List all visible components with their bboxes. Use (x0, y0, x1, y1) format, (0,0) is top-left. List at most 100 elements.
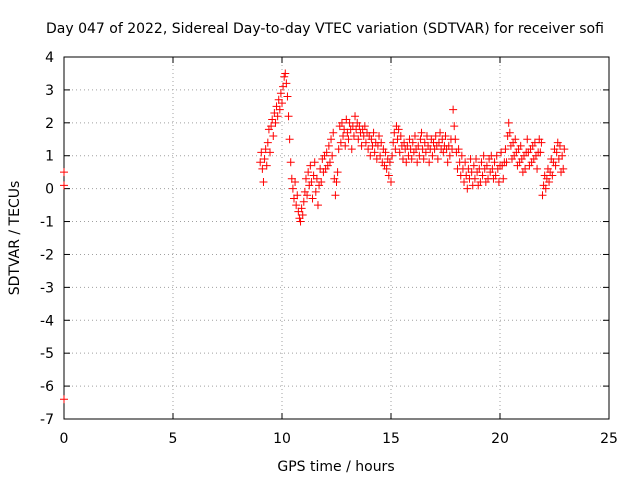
data-point (360, 122, 369, 131)
data-point (462, 171, 471, 180)
data-point (461, 158, 470, 167)
data-point (293, 191, 302, 200)
data-point (275, 105, 284, 114)
data-point (325, 158, 334, 167)
data-point (482, 161, 491, 170)
data-point (393, 135, 402, 144)
data-point (303, 191, 312, 200)
data-point (384, 171, 393, 180)
data-point (441, 131, 450, 140)
data-point (387, 178, 395, 187)
x-tick-label: 25 (600, 431, 618, 447)
data-point (361, 138, 370, 147)
data-point (262, 161, 271, 170)
data-point (400, 138, 409, 147)
data-point (285, 135, 294, 144)
data-point (296, 217, 305, 226)
data-point (297, 204, 306, 213)
x-tick-label: 20 (491, 431, 509, 447)
data-point (60, 168, 68, 177)
data-point (548, 171, 557, 180)
y-tick-label: -7 (40, 412, 54, 428)
y-tick-label: 0 (45, 182, 54, 198)
data-point (516, 141, 525, 150)
data-point (347, 145, 356, 154)
data-point (267, 122, 276, 131)
data-point (270, 108, 279, 117)
data-point (377, 138, 386, 147)
data-point (421, 148, 430, 157)
data-point (343, 128, 352, 137)
data-point (541, 184, 550, 193)
data-point (286, 158, 295, 167)
data-point (256, 158, 265, 167)
data-point (451, 135, 460, 144)
data-point (445, 151, 454, 160)
data-point (269, 131, 278, 140)
y-tick-label: 3 (45, 83, 54, 99)
y-tick-label: 1 (45, 149, 54, 165)
data-point (334, 145, 343, 154)
y-tick-label: 2 (45, 116, 54, 132)
data-point (403, 141, 412, 150)
data-point (266, 148, 275, 157)
data-point (417, 128, 426, 137)
data-point (511, 135, 520, 144)
data-point (328, 151, 337, 160)
data-point (414, 141, 423, 150)
data-point (327, 135, 336, 144)
data-point (329, 128, 338, 137)
data-point (457, 151, 466, 160)
data-point (408, 138, 417, 147)
data-point (260, 155, 269, 164)
data-point (281, 69, 290, 78)
data-point (472, 155, 481, 164)
data-point (336, 138, 345, 147)
data-point (366, 151, 375, 160)
data-point (521, 164, 530, 173)
x-tick-label: 15 (382, 431, 400, 447)
data-point (398, 155, 407, 164)
data-point (418, 145, 427, 154)
data-point (370, 148, 379, 157)
data-point (278, 99, 286, 108)
data-point (545, 178, 554, 187)
data-point (389, 138, 398, 147)
data-point (373, 141, 382, 150)
data-point (351, 112, 360, 121)
data-point (450, 122, 459, 131)
data-point (60, 181, 68, 190)
data-point (422, 131, 431, 140)
data-point (419, 155, 428, 164)
data-point (369, 128, 378, 137)
y-tick-label: -6 (40, 379, 54, 395)
data-point (282, 79, 291, 88)
data-point (308, 194, 317, 203)
data-point (425, 158, 434, 167)
data-point (295, 214, 304, 223)
data-point (494, 178, 503, 187)
y-tick-label: -4 (40, 313, 54, 329)
data-point (469, 161, 478, 170)
data-point (444, 141, 453, 150)
data-point (304, 168, 313, 177)
data-point (391, 145, 400, 154)
data-point (499, 174, 508, 183)
data-point (272, 102, 281, 111)
data-point (357, 141, 366, 150)
y-tick-label: -3 (40, 280, 54, 296)
data-point (349, 131, 358, 140)
y-tick-label: -5 (40, 346, 54, 362)
data-point (560, 145, 569, 154)
data-point (342, 115, 351, 124)
data-point (523, 135, 532, 144)
grid-lines (64, 57, 609, 419)
data-point (431, 131, 440, 140)
data-point (385, 158, 394, 167)
data-point (301, 174, 310, 183)
data-point (317, 178, 326, 187)
data-point (376, 151, 385, 160)
data-point (339, 131, 348, 140)
data-point (405, 135, 414, 144)
data-point (554, 155, 563, 164)
